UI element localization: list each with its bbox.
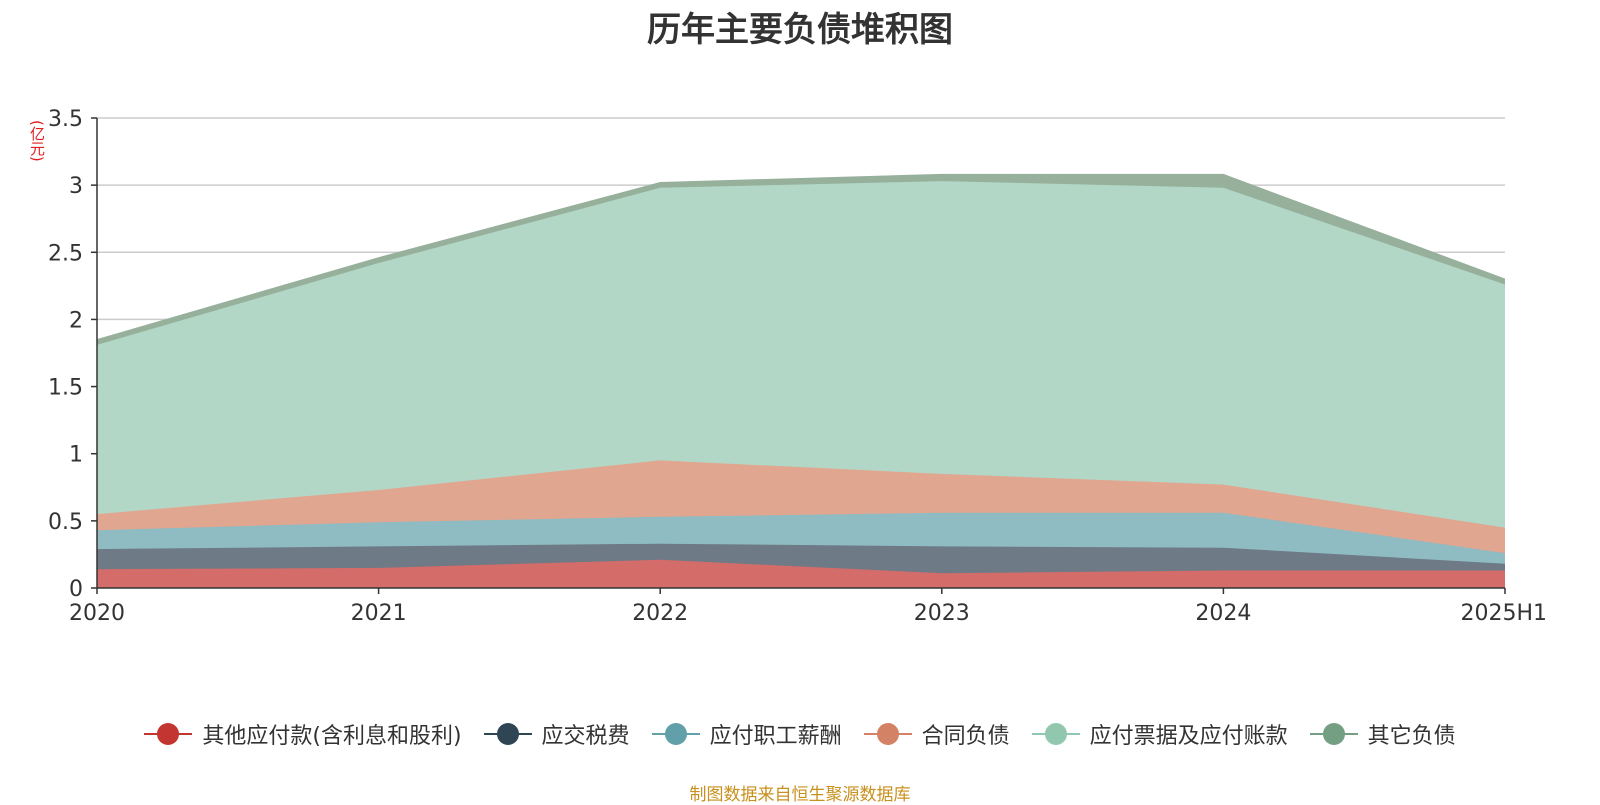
legend-label: 应付票据及应付账款	[1089, 724, 1288, 749]
legend-label: 其它负债	[1367, 724, 1456, 749]
legend-label: 其他应付款(含利息和股利)	[202, 724, 462, 749]
y-tick-label: 1	[69, 443, 83, 468]
legend: 其他应付款(含利息和股利) 应交税费 应付职工薪酬 合同负债 应付票据及应付账款 其它负债	[0, 718, 1600, 750]
legend-label: 合同负债	[921, 724, 1010, 749]
legend-label: 应付职工薪酬	[709, 724, 842, 749]
legend-item-4[interactable]: 应付票据及应付账款	[1031, 718, 1288, 750]
x-tick-label: 2020	[69, 601, 125, 626]
x-tick-label: 2024	[1195, 601, 1251, 626]
area-series-2	[97, 512, 1505, 564]
y-tick-label: 0	[69, 577, 83, 602]
area-series-3	[97, 460, 1505, 554]
legend-marker-icon	[1309, 722, 1358, 746]
area-series-4	[97, 181, 1505, 528]
area-series	[96, 173, 1506, 588]
legend-item-0[interactable]: 其他应付款(含利息和股利)	[144, 718, 462, 750]
legend-marker-icon	[863, 722, 912, 746]
y-axis-unit-label: (亿元)	[28, 120, 46, 162]
x-tick-label: 2025H1	[1460, 601, 1547, 626]
source-note: 制图数据来自恒生聚源数据库	[689, 785, 911, 805]
legend-label: 应交税费	[541, 724, 630, 749]
area-series-edge-5	[96, 173, 1506, 341]
y-tick-label: 2	[69, 308, 83, 333]
y-tick-label: 3.5	[48, 107, 83, 132]
area-series-0	[97, 559, 1505, 588]
legend-marker-icon	[1031, 722, 1080, 746]
area-series-5	[97, 174, 1505, 345]
x-tick-label: 2022	[632, 601, 688, 626]
x-tick-label: 2021	[351, 601, 407, 626]
legend-marker-icon	[483, 722, 532, 746]
legend-marker-icon	[144, 722, 193, 746]
y-tick-label: 1.5	[48, 376, 83, 401]
axes: 0 0.5 1 1.5 2 2.5 3 3.5 2020 2021 2022 2023 2024 2025…	[48, 107, 1547, 626]
legend-marker-icon	[651, 722, 700, 746]
chart-title: 历年主要负债堆积图	[647, 10, 953, 50]
legend-item-5[interactable]: 其它负债	[1309, 718, 1456, 750]
legend-item-3[interactable]: 合同负债	[863, 718, 1010, 750]
y-tick-label: 0.5	[48, 510, 83, 535]
legend-item-1[interactable]: 应交税费	[483, 718, 630, 750]
legend-item-2[interactable]: 应付职工薪酬	[651, 718, 842, 750]
area-series-1	[97, 543, 1505, 574]
y-tick-label: 2.5	[48, 241, 83, 266]
y-tick-label: 3	[69, 174, 83, 199]
x-tick-label: 2023	[914, 601, 970, 626]
